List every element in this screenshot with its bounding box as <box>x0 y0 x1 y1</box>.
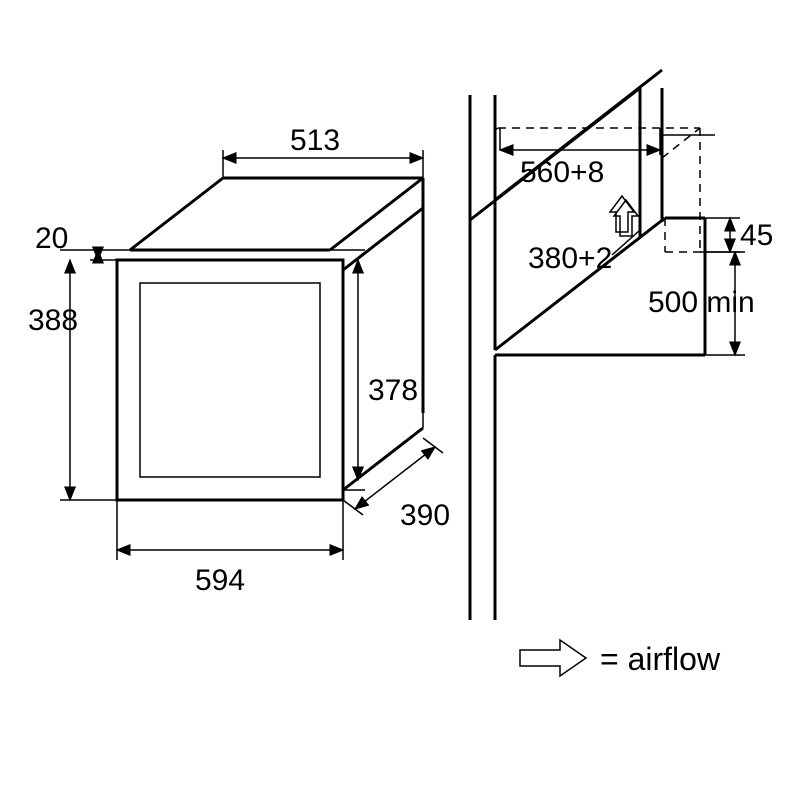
dim-390: 390 <box>343 438 450 532</box>
appliance-body <box>117 178 423 500</box>
airflow-arrow-icon <box>610 196 638 236</box>
airflow-legend: = airflow <box>520 640 721 677</box>
legend-label: = airflow <box>600 641 721 677</box>
dim-label: 20 <box>35 222 68 255</box>
dim-594: 594 <box>117 500 343 597</box>
dim-45: 45 <box>700 218 773 252</box>
dim-label: 45 <box>740 219 773 252</box>
dim-560: 560+8 <box>500 128 660 189</box>
cabinet-cavity <box>470 70 705 620</box>
dim-label: 513 <box>290 124 340 157</box>
dim-label: 560+8 <box>520 156 604 189</box>
dim-label: 390 <box>400 499 450 532</box>
dim-513: 513 <box>223 124 423 178</box>
dim-label: 500 min <box>648 286 755 319</box>
dim-label: 380+2 <box>528 242 612 275</box>
dim-label: 388 <box>28 304 78 337</box>
dim-label: 378 <box>368 374 418 407</box>
dim-label: 594 <box>195 564 245 597</box>
dim-left-heights: 20 388 <box>28 222 117 500</box>
dim-500min: 500 min <box>648 252 755 355</box>
